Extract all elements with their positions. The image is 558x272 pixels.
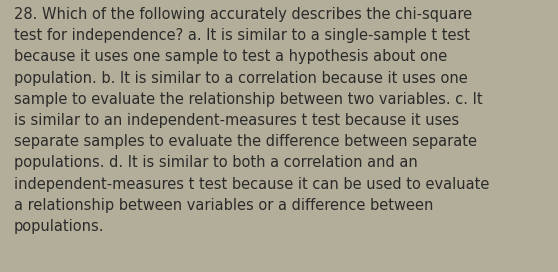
Text: 28. Which of the following accurately describes the chi-square
test for independ: 28. Which of the following accurately de… [14,7,489,234]
